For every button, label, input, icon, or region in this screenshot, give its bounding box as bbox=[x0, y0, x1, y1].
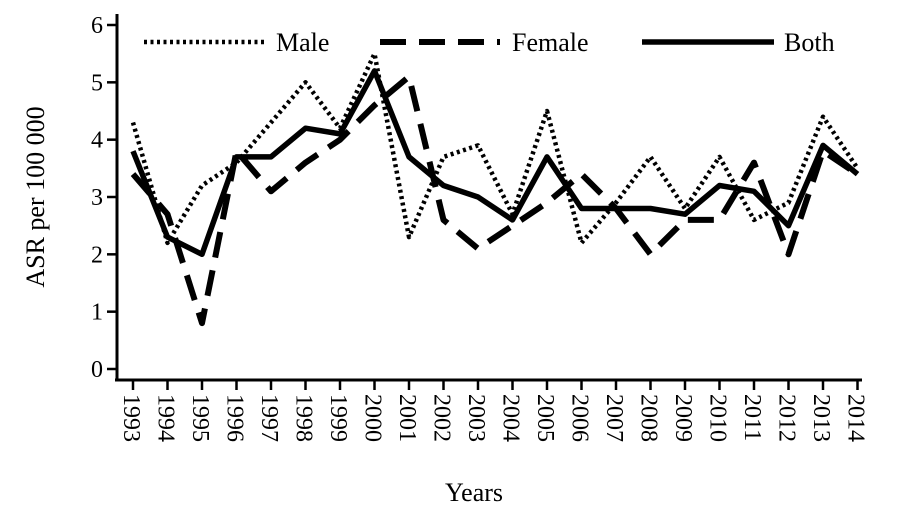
x-tick-label: 2004 bbox=[498, 394, 524, 442]
x-tick-label: 2003 bbox=[463, 394, 489, 442]
x-tick-label: 2013 bbox=[808, 394, 834, 442]
y-tick-label: 1 bbox=[91, 300, 103, 326]
y-tick-label: 0 bbox=[91, 357, 103, 383]
x-tick-label: 2009 bbox=[670, 394, 696, 442]
x-tick-label: 1995 bbox=[187, 394, 213, 442]
x-tick-label: 2002 bbox=[429, 394, 455, 442]
x-axis-ticks: 1993 1994 1995 1996 1997 1998 1999 2000 2001 2002… bbox=[118, 380, 869, 442]
series-line-male bbox=[130, 51, 860, 246]
y-axis-ticks: 0 1 2 3 4 5 6 bbox=[91, 13, 117, 383]
x-axis-label: Years bbox=[445, 478, 503, 507]
legend-label-male: Male bbox=[276, 28, 329, 57]
x-tick-label: 1996 bbox=[222, 394, 248, 442]
x-tick-label: 2006 bbox=[567, 394, 593, 442]
y-axis-label: ASR per 100 000 bbox=[21, 106, 50, 287]
x-tick-label: 1994 bbox=[153, 394, 179, 442]
x-tick-label: 2007 bbox=[601, 394, 627, 442]
legend-label-female: Female bbox=[512, 28, 589, 57]
x-tick-label: 2012 bbox=[774, 394, 800, 442]
y-tick-label: 5 bbox=[91, 70, 103, 96]
y-tick-label: 3 bbox=[91, 185, 103, 211]
series-line-female bbox=[130, 73, 860, 327]
legend-label-both: Both bbox=[784, 28, 835, 57]
x-tick-label: 2001 bbox=[394, 394, 420, 442]
x-tick-label: 1993 bbox=[118, 394, 144, 442]
y-tick-label: 2 bbox=[91, 242, 103, 268]
series-line-both bbox=[130, 68, 860, 258]
chart-legend: Male Female Both bbox=[144, 28, 835, 57]
x-tick-label: 2011 bbox=[739, 394, 765, 441]
x-tick-label: 2000 bbox=[360, 394, 386, 442]
y-tick-label: 6 bbox=[91, 13, 103, 39]
x-tick-label: 2014 bbox=[843, 394, 869, 442]
x-tick-label: 1999 bbox=[325, 394, 351, 442]
x-tick-label: 1997 bbox=[256, 394, 282, 442]
x-tick-label: 2005 bbox=[532, 394, 558, 442]
chart-series bbox=[130, 51, 860, 327]
x-tick-label: 1998 bbox=[291, 394, 317, 442]
x-tick-label: 2010 bbox=[705, 394, 731, 442]
x-tick-label: 2008 bbox=[636, 394, 662, 442]
y-tick-label: 4 bbox=[91, 128, 103, 154]
